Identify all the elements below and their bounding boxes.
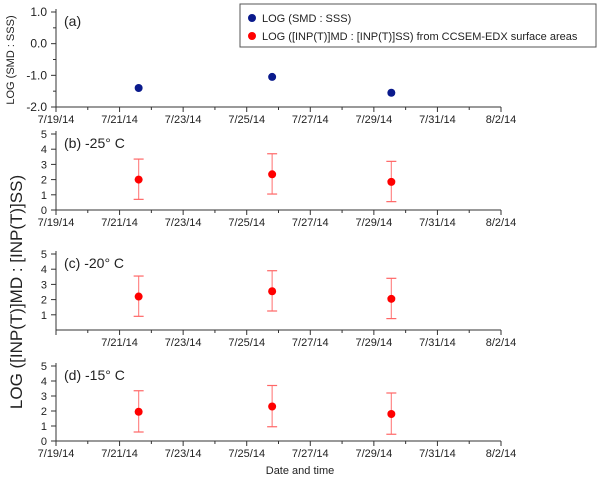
y-tick-label: -2.0 [26, 100, 47, 114]
y-tick-label: 4 [41, 376, 47, 388]
x-tick-label: 7/29/14 [356, 448, 393, 460]
x-tick-label: 7/25/14 [228, 114, 265, 126]
x-tick-label: 7/31/14 [419, 448, 456, 460]
x-tick-label: 7/25/14 [228, 217, 265, 229]
data-point [268, 287, 277, 296]
y-tick-label: 0 [41, 436, 47, 448]
x-tick-label: 7/25/14 [228, 448, 265, 460]
x-tick-label: 7/29/14 [356, 337, 393, 349]
x-tick-label: 7/19/14 [38, 114, 75, 126]
x-tick-label: 7/21/14 [101, 217, 138, 229]
data-point [268, 72, 277, 81]
y-tick-label: 5 [41, 361, 47, 373]
panel-label: (c) -20° C [64, 255, 124, 271]
y-axis-label: LOG ([INP(T)]MD : [INP(T)]SS) [7, 175, 26, 409]
data-point [268, 170, 277, 179]
x-tick-label: 7/27/14 [292, 217, 329, 229]
data-point [134, 84, 143, 92]
y-tick-label: 2 [41, 175, 47, 187]
x-tick-label: 7/23/14 [165, 114, 202, 126]
y-tick-label: 5 [41, 249, 47, 261]
data-point [134, 292, 143, 301]
y-tick-label: 1 [41, 421, 47, 433]
x-tick-label: 7/23/14 [165, 337, 202, 349]
x-tick-label: 7/31/14 [419, 217, 456, 229]
data-point [387, 88, 396, 97]
data-point [134, 175, 143, 184]
x-tick-label: 7/21/14 [101, 337, 138, 349]
y-tick-label: 2 [41, 295, 47, 307]
legend-marker [248, 32, 256, 40]
x-tick-label: 7/19/14 [38, 217, 75, 229]
y-tick-label: 3 [41, 159, 47, 171]
x-tick-label: 7/29/14 [356, 114, 393, 126]
y-tick-label: 1.0 [30, 5, 47, 19]
legend-marker [248, 14, 256, 22]
y-tick-label: 4 [41, 144, 47, 156]
y-tick-label: 0 [41, 205, 47, 217]
y-tick-label: 3 [41, 279, 47, 291]
data-point [387, 410, 396, 418]
x-tick-label: 7/23/14 [165, 217, 202, 229]
x-tick-label: 7/27/14 [292, 448, 329, 460]
panel-label: (b) -25° C [64, 135, 125, 151]
y-tick-label: 1 [41, 190, 47, 202]
x-tick-label: 7/31/14 [419, 337, 456, 349]
y-tick-label: 3 [41, 391, 47, 403]
y-tick-label: 2 [41, 406, 47, 418]
x-tick-label: 7/29/14 [356, 217, 393, 229]
data-point [387, 294, 396, 303]
y-tick-label: 4 [41, 264, 47, 276]
legend [239, 3, 597, 48]
x-tick-label: 8/2/14 [486, 448, 517, 460]
panel-label: (d) -15° C [64, 367, 125, 383]
x-tick-label: 7/21/14 [101, 114, 138, 126]
y-tick-label: 5 [41, 129, 47, 141]
panel-label: (a) [64, 13, 81, 29]
x-tick-label: 7/25/14 [228, 337, 265, 349]
x-tick-label: 7/21/14 [101, 448, 138, 460]
y-tick-label: -1.0 [26, 68, 47, 82]
data-point [268, 402, 277, 411]
x-tick-label: 7/27/14 [292, 114, 329, 126]
x-tick-label: 7/31/14 [419, 114, 456, 126]
y-tick-label: 1 [41, 310, 47, 322]
y-tick-label: 0.0 [30, 37, 47, 51]
x-tick-label: 8/2/14 [486, 337, 517, 349]
x-tick-label: 7/23/14 [165, 448, 202, 460]
x-axis-label: Date and time [266, 465, 334, 477]
data-point [387, 177, 396, 186]
legend-label: LOG (SMD : SSS) [262, 13, 351, 25]
x-tick-label: 8/2/14 [486, 114, 517, 126]
x-tick-label: 7/19/14 [38, 448, 75, 460]
legend-label: LOG ([INP(T)]MD : [INP(T)]SS) from CCSEM… [262, 31, 578, 43]
panel-a-ylabel: LOG (SMD : SSS) [5, 15, 17, 104]
data-point [134, 407, 143, 416]
x-tick-label: 7/27/14 [292, 337, 329, 349]
x-tick-label: 8/2/14 [486, 217, 517, 229]
